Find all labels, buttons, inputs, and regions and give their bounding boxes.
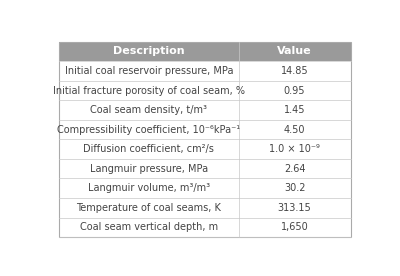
Text: 313.15: 313.15 bbox=[278, 203, 312, 213]
Text: Compressibility coefficient, 10⁻⁶kPa⁻¹: Compressibility coefficient, 10⁻⁶kPa⁻¹ bbox=[57, 124, 240, 135]
Text: 2.64: 2.64 bbox=[284, 164, 305, 174]
Text: Langmuir volume, m³/m³: Langmuir volume, m³/m³ bbox=[88, 183, 210, 193]
Bar bbox=[59, 100, 351, 120]
Text: 0.95: 0.95 bbox=[284, 86, 305, 95]
Text: 14.85: 14.85 bbox=[281, 66, 308, 76]
Text: 4.50: 4.50 bbox=[284, 124, 305, 135]
Bar bbox=[59, 179, 351, 198]
Text: Temperature of coal seams, K: Temperature of coal seams, K bbox=[76, 203, 221, 213]
Bar bbox=[59, 61, 351, 81]
Text: Langmuir pressure, MPa: Langmuir pressure, MPa bbox=[90, 164, 208, 174]
Bar bbox=[59, 139, 351, 159]
Text: Diffusion coefficient, cm²/s: Diffusion coefficient, cm²/s bbox=[84, 144, 214, 154]
Text: Description: Description bbox=[113, 46, 185, 56]
Bar bbox=[59, 217, 351, 237]
Text: Initial coal reservoir pressure, MPa: Initial coal reservoir pressure, MPa bbox=[65, 66, 233, 76]
Bar bbox=[59, 42, 351, 61]
Bar bbox=[59, 120, 351, 139]
Text: Coal seam vertical depth, m: Coal seam vertical depth, m bbox=[80, 222, 218, 232]
Bar bbox=[59, 198, 351, 217]
Bar bbox=[59, 81, 351, 100]
Text: 1.0 × 10⁻⁹: 1.0 × 10⁻⁹ bbox=[269, 144, 320, 154]
Text: 1,650: 1,650 bbox=[281, 222, 308, 232]
Text: 30.2: 30.2 bbox=[284, 183, 305, 193]
Text: Value: Value bbox=[277, 46, 312, 56]
Text: Coal seam density, t/m³: Coal seam density, t/m³ bbox=[90, 105, 208, 115]
Text: 1.45: 1.45 bbox=[284, 105, 305, 115]
Text: Initial fracture porosity of coal seam, %: Initial fracture porosity of coal seam, … bbox=[53, 86, 245, 95]
Bar bbox=[59, 159, 351, 179]
